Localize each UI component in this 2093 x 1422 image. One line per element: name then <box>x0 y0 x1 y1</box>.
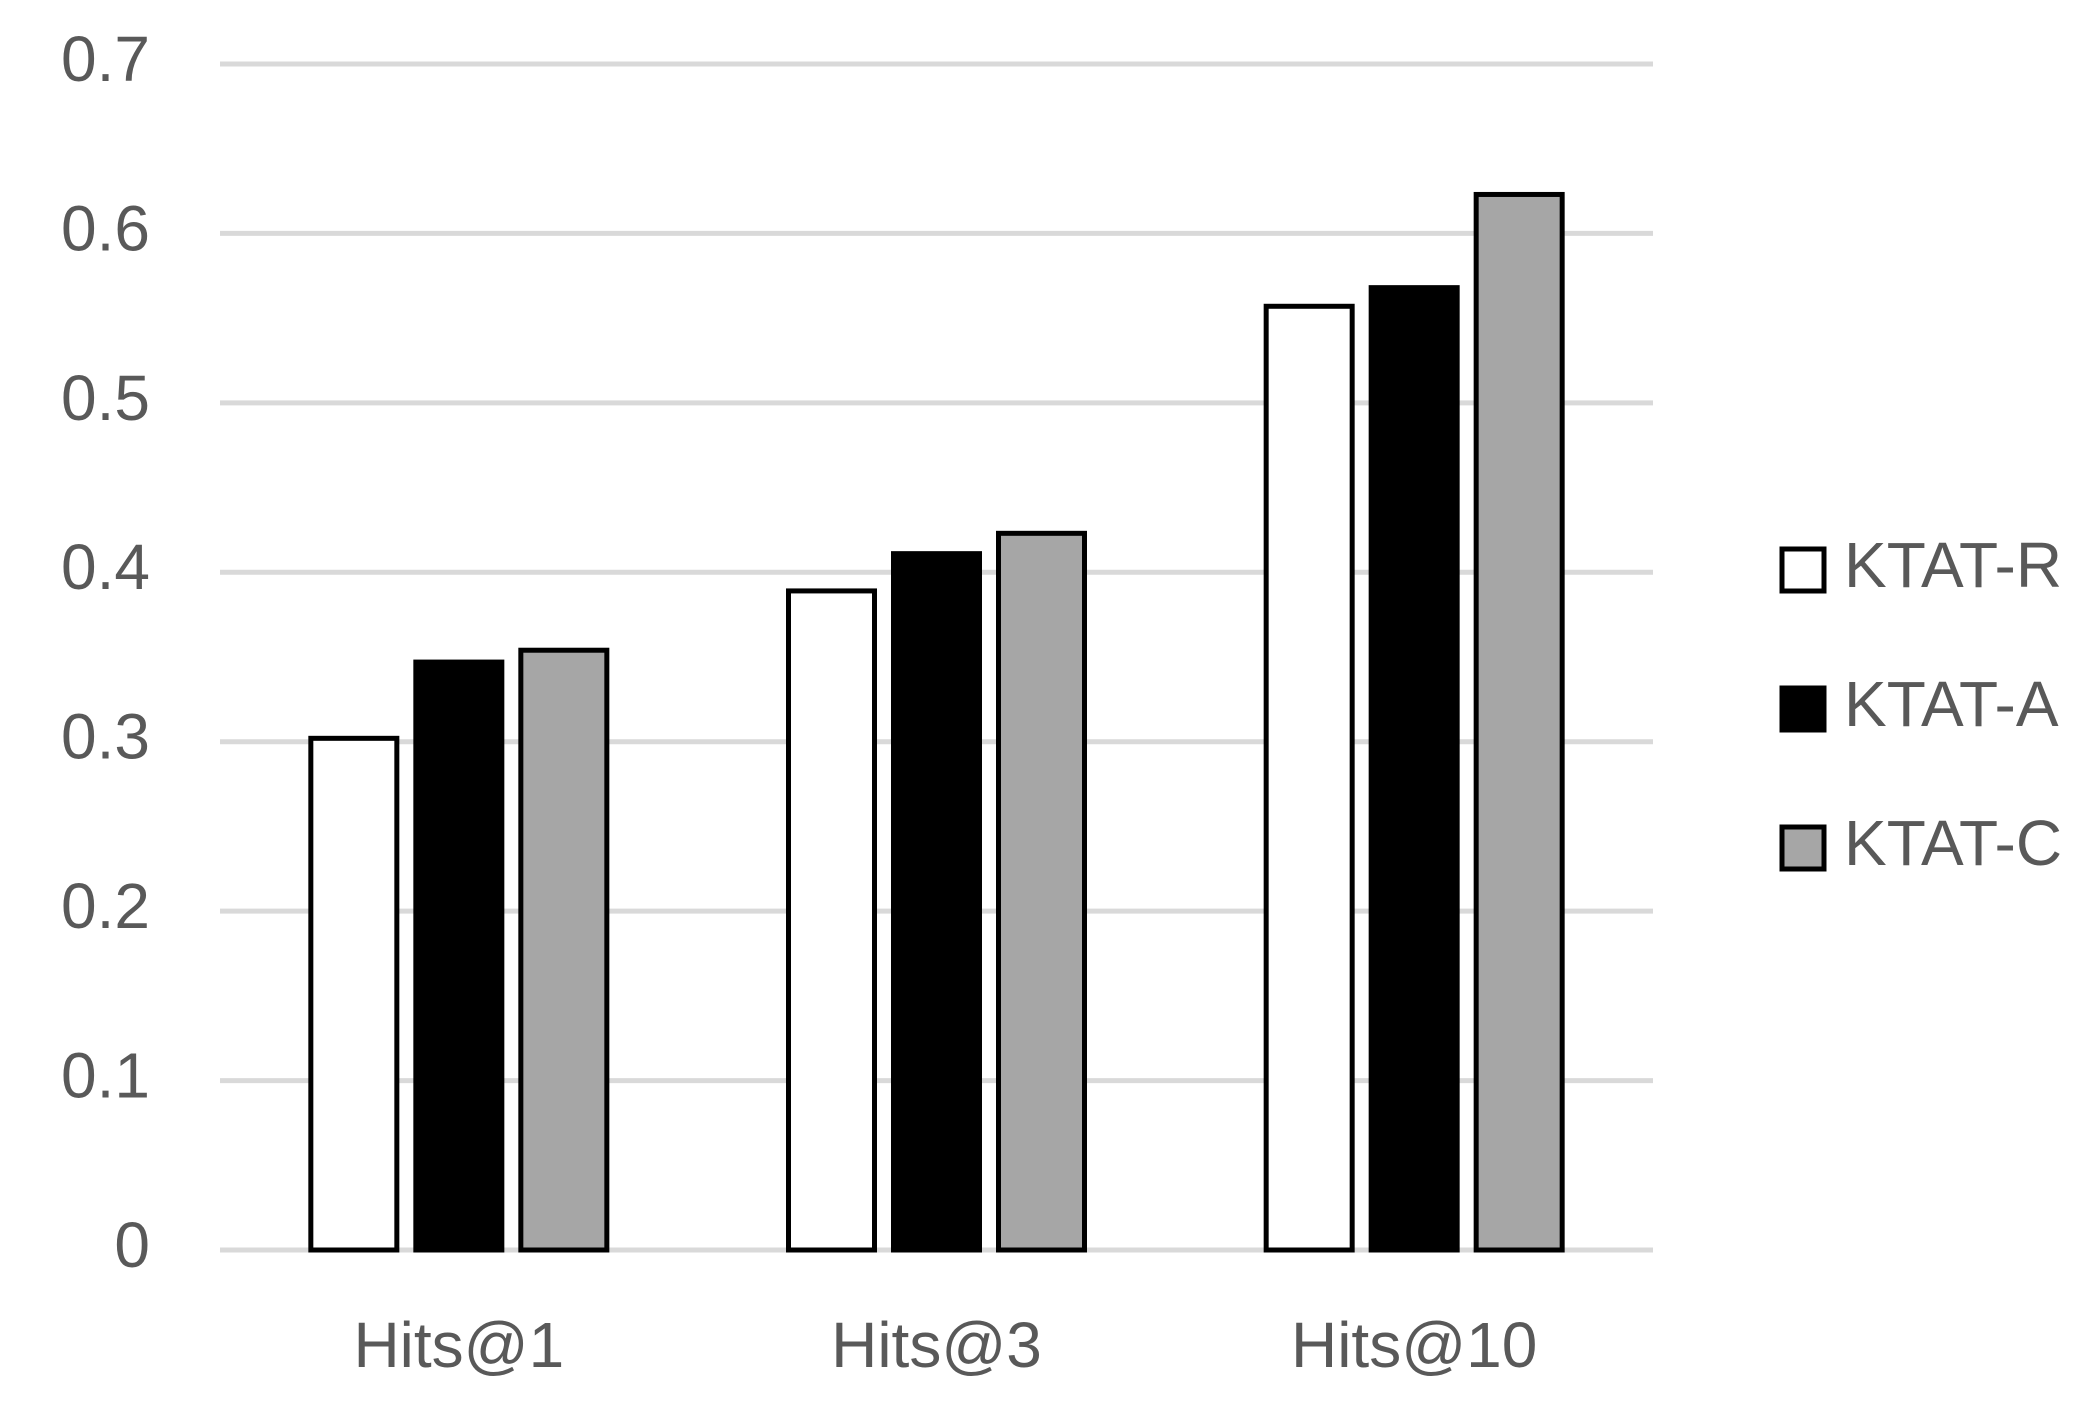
bar <box>996 530 1087 1253</box>
y-tick-label: 0.6 <box>61 192 150 264</box>
y-tick-label: 0.3 <box>61 701 150 773</box>
bar <box>413 659 505 1253</box>
bar <box>1473 191 1565 1253</box>
legend-label: KTAT-R <box>1844 529 2062 601</box>
legend-label: KTAT-C <box>1844 807 2062 879</box>
legend-swatch <box>1779 546 1827 594</box>
x-tick-label: Hits@3 <box>831 1309 1042 1381</box>
legend-swatch <box>1779 824 1827 872</box>
bar <box>518 647 610 1253</box>
bar <box>1368 285 1460 1253</box>
y-tick-label: 0.4 <box>61 531 150 603</box>
y-tick-label: 0 <box>114 1209 150 1281</box>
y-tick-label: 0.7 <box>61 23 150 95</box>
bar <box>891 551 982 1253</box>
legend-label: KTAT-A <box>1844 668 2059 740</box>
y-tick-label: 0.1 <box>61 1039 150 1111</box>
bar <box>786 588 877 1253</box>
bar <box>1263 303 1355 1253</box>
bar <box>308 735 400 1253</box>
legend-swatch <box>1779 685 1827 733</box>
y-tick-label: 0.5 <box>61 362 150 434</box>
x-tick-label: Hits@1 <box>353 1309 564 1381</box>
x-tick-label: Hits@10 <box>1291 1309 1537 1381</box>
y-tick-label: 0.2 <box>61 870 150 942</box>
